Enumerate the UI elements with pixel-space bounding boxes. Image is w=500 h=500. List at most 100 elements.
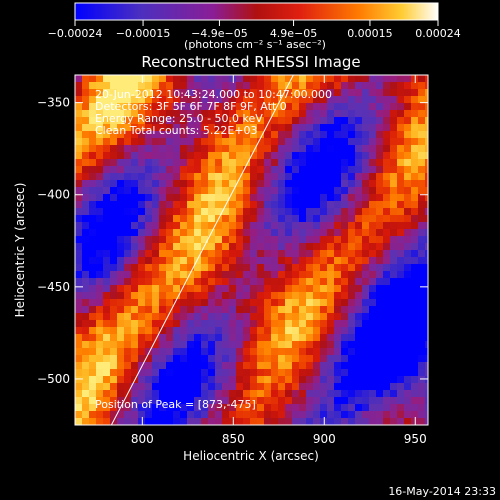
heatmap-cell — [75, 306, 83, 314]
heatmap-cell — [418, 138, 426, 146]
heatmap-cell — [411, 257, 419, 265]
heatmap-cell — [180, 124, 188, 132]
heatmap-cell — [250, 411, 258, 419]
heatmap-cell — [82, 159, 90, 167]
heatmap-cell — [355, 299, 363, 307]
heatmap-cell — [306, 264, 314, 272]
heatmap-cell — [369, 173, 377, 181]
heatmap-cell — [243, 383, 251, 391]
heatmap-cell — [390, 208, 398, 216]
heatmap-cell — [299, 229, 307, 237]
heatmap-cell — [411, 117, 419, 125]
heatmap-cell — [404, 229, 412, 237]
heatmap-cell — [320, 285, 328, 293]
heatmap-cell — [124, 383, 132, 391]
heatmap-cell — [194, 201, 202, 209]
heatmap-cell — [411, 264, 419, 272]
heatmap-cell — [327, 103, 335, 111]
heatmap-cell — [306, 376, 314, 384]
heatmap-cell — [229, 138, 237, 146]
heatmap-cell — [278, 89, 286, 97]
heatmap-cell — [285, 138, 293, 146]
heatmap-cell — [222, 327, 230, 335]
heatmap-cell — [187, 152, 195, 160]
heatmap-cell — [348, 348, 356, 356]
heatmap-cell — [285, 264, 293, 272]
heatmap-cell — [117, 229, 125, 237]
heatmap-cell — [299, 131, 307, 139]
heatmap-cell — [306, 257, 314, 265]
heatmap-cell — [110, 145, 118, 153]
heatmap-cell — [355, 390, 363, 398]
heatmap-cell — [383, 341, 391, 349]
heatmap-cell — [369, 390, 377, 398]
heatmap-cell — [271, 180, 279, 188]
heatmap-cell — [180, 159, 188, 167]
heatmap-cell — [376, 250, 384, 258]
heatmap-cell — [411, 250, 419, 258]
heatmap-cell — [180, 117, 188, 125]
heatmap-cell — [187, 243, 195, 251]
heatmap-cell — [236, 131, 244, 139]
heatmap-cell — [362, 264, 370, 272]
heatmap-cell — [355, 348, 363, 356]
heatmap-cell — [243, 355, 251, 363]
heatmap-cell — [236, 334, 244, 342]
heatmap-cell — [222, 278, 230, 286]
heatmap-cell — [397, 236, 405, 244]
heatmap-cell — [383, 278, 391, 286]
heatmap-cell — [145, 250, 153, 258]
heatmap-cell — [397, 341, 405, 349]
heatmap-cell — [341, 418, 349, 425]
heatmap-cell — [187, 145, 195, 153]
heatmap-cell — [208, 383, 216, 391]
heatmap-cell — [89, 194, 97, 202]
observation-annotation: 20-Jun-2012 10:43:24.000 to 10:47:00.000… — [95, 88, 332, 137]
heatmap-cell — [138, 194, 146, 202]
heatmap-cell — [82, 194, 90, 202]
heatmap-cell — [117, 313, 125, 321]
heatmap-cell — [229, 250, 237, 258]
heatmap-cell — [222, 187, 230, 195]
heatmap-cell — [341, 376, 349, 384]
heatmap-cell — [271, 75, 279, 83]
heatmap-cell — [306, 138, 314, 146]
heatmap-cell — [327, 334, 335, 342]
heatmap-cell — [257, 376, 265, 384]
heatmap-cell — [285, 89, 293, 97]
heatmap-cell — [334, 306, 342, 314]
heatmap-cell — [173, 117, 181, 125]
heatmap-cell — [173, 292, 181, 300]
heatmap-cell — [243, 327, 251, 335]
heatmap-cell — [82, 397, 90, 405]
heatmap-cell — [138, 278, 146, 286]
heatmap-cell — [425, 376, 428, 384]
heatmap-cell — [327, 173, 335, 181]
heatmap-cell — [299, 397, 307, 405]
heatmap-cell — [124, 96, 132, 104]
heatmap-cell — [96, 348, 104, 356]
heatmap-cell — [96, 306, 104, 314]
heatmap-cell — [306, 418, 314, 425]
heatmap-cell — [89, 278, 97, 286]
heatmap-cell — [355, 124, 363, 132]
heatmap-cell — [117, 285, 125, 293]
heatmap-cell — [159, 320, 167, 328]
heatmap-cell — [159, 187, 167, 195]
heatmap-cell — [194, 306, 202, 314]
heatmap-cell — [306, 320, 314, 328]
heatmap-cell — [390, 355, 398, 363]
heatmap-cell — [313, 229, 321, 237]
heatmap-cell — [355, 82, 363, 90]
heatmap-cell — [327, 418, 335, 425]
heatmap-cell — [271, 264, 279, 272]
heatmap-cell — [117, 390, 125, 398]
heatmap-cell — [215, 222, 223, 230]
heatmap-cell — [89, 306, 97, 314]
heatmap-cell — [215, 103, 223, 111]
heatmap-cell — [376, 355, 384, 363]
heatmap-cell — [138, 229, 146, 237]
heatmap-cell — [89, 236, 97, 244]
heatmap-cell — [208, 369, 216, 377]
heatmap-cell — [264, 138, 272, 146]
